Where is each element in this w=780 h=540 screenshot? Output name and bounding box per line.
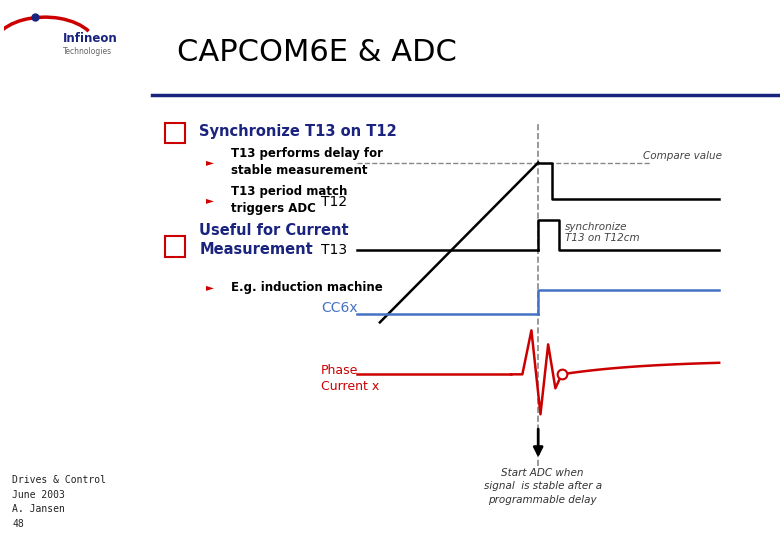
- Text: CC6x: CC6x: [321, 301, 358, 315]
- Text: T13 performs delay for
stable measurement: T13 performs delay for stable measuremen…: [231, 147, 382, 177]
- Bar: [165, 123, 185, 143]
- Text: ►: ►: [205, 195, 214, 205]
- Text: ►: ►: [205, 282, 214, 292]
- Text: CAPCOM6E & ADC: CAPCOM6E & ADC: [177, 38, 457, 67]
- Text: Synchronize T13 on T12: Synchronize T13 on T12: [199, 124, 397, 139]
- Text: synchronize
T13 on T12cm: synchronize T13 on T12cm: [566, 221, 640, 243]
- Text: ►: ►: [205, 157, 214, 167]
- Text: Never
stop
thinking: Never stop thinking: [33, 227, 126, 356]
- Text: E.g. induction machine: E.g. induction machine: [231, 281, 382, 294]
- Text: Start ADC when
signal  is stable after a
programmable delay: Start ADC when signal is stable after a …: [484, 468, 602, 505]
- Text: Compare value: Compare value: [644, 151, 722, 160]
- Text: Infineon: Infineon: [62, 32, 117, 45]
- Text: Phase
Current x: Phase Current x: [321, 363, 379, 393]
- Text: T12: T12: [321, 195, 347, 210]
- Text: T13: T13: [321, 244, 347, 258]
- Text: T13 period match
triggers ADC: T13 period match triggers ADC: [231, 185, 347, 215]
- Bar: [165, 236, 185, 256]
- Text: Useful for Current
Measurement: Useful for Current Measurement: [199, 223, 349, 258]
- Text: Drives & Control
June 2003
A. Jansen
48: Drives & Control June 2003 A. Jansen 48: [12, 475, 106, 529]
- Text: Technologies: Technologies: [62, 47, 112, 56]
